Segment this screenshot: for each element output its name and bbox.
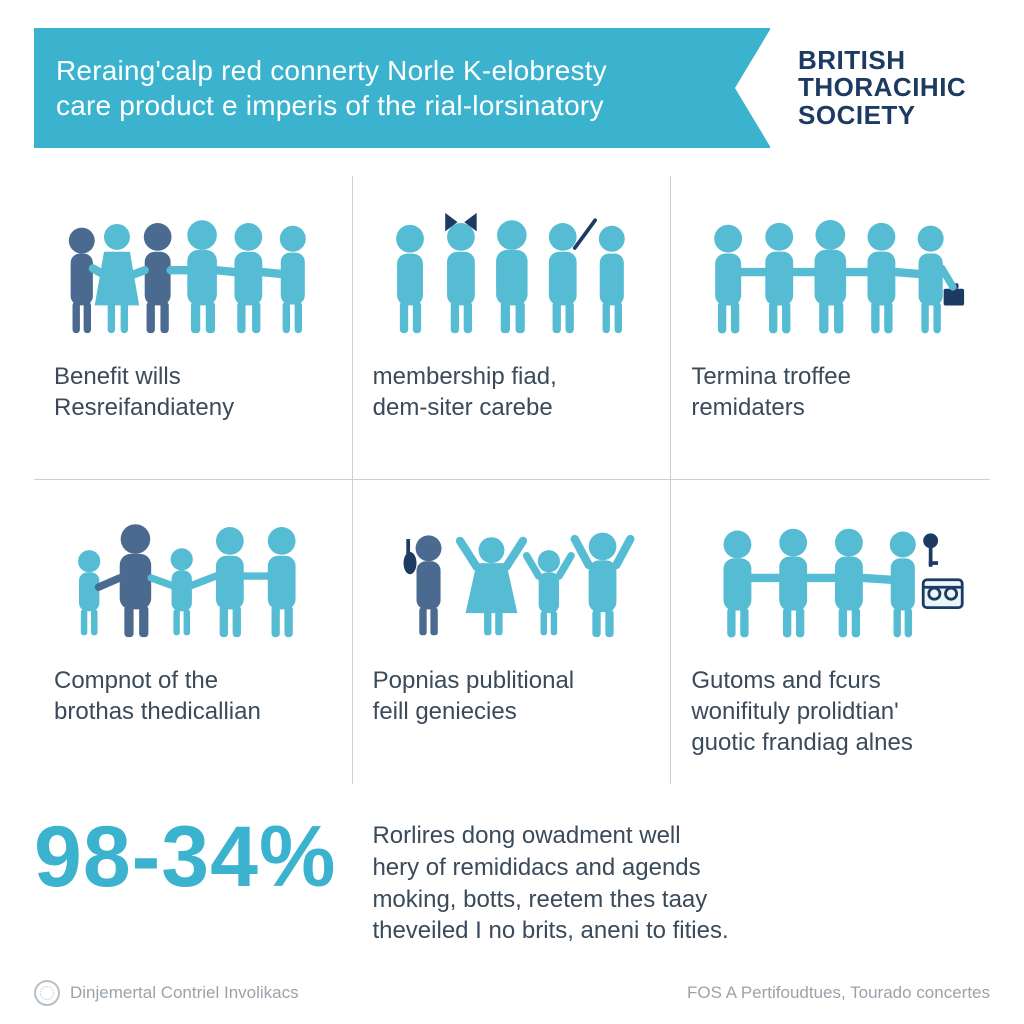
title-line-1: Reraing'calp red connerty Norle K-elobre… [56, 55, 607, 86]
cell-caption: Benefit wills Resreifandiateny [54, 362, 332, 423]
people-group-icon [691, 502, 970, 652]
footer: Dinjemertal Contriel Involikacs FOS A Pe… [34, 968, 990, 1006]
stat-line-3: moking, botts, reetem thes taay [372, 886, 707, 913]
caption-line-1: Compnot of the [54, 667, 218, 694]
cell-caption: Gutoms and fcurs wonifituly prolidtian' … [691, 666, 970, 758]
caption-line-2: Resreifandiateny [54, 394, 234, 421]
caption-line-1: membership fiad, [373, 363, 557, 390]
cell-caption: Termina troffee remidaters [691, 362, 970, 423]
brand-line-1: BRITISH [798, 47, 990, 74]
cell-caption: Compnot of the brothas thedicallian [54, 666, 332, 727]
title-ribbon: Reraing'calp red connerty Norle K-elobre… [34, 28, 770, 148]
cell-caption: Popnias publitional feill geniecies [373, 666, 651, 727]
title-line-2: care product e imperis of the rial-lorsi… [56, 90, 604, 121]
stat-line-2: hery of remididacs and agends [372, 854, 700, 881]
caption-line-1: Benefit wills [54, 363, 181, 390]
page-title: Reraing'calp red connerty Norle K-elobre… [56, 53, 607, 123]
caption-line-2: dem-siter carebe [373, 394, 553, 421]
brand-line-3: SOCIETY [798, 102, 990, 129]
footer-left-text: Dinjemertal Contriel Involikacs [70, 983, 299, 1003]
infographic-grid: Benefit wills Resreifandiateny [34, 176, 990, 784]
grid-cell-5: Popnias publitional feill geniecies [353, 480, 672, 784]
caption-line-2: feill geniecies [373, 698, 517, 725]
cell-caption: membership fiad, dem-siter carebe [373, 362, 651, 423]
caption-line-1: Termina troffee [691, 363, 851, 390]
caption-line-2: remidaters [691, 394, 804, 421]
people-group-icon [54, 198, 332, 348]
stat-line-4: theveiled I no brits, aneni to fities. [372, 917, 728, 944]
people-group-icon [54, 502, 332, 652]
people-group-icon [373, 502, 651, 652]
seal-icon [34, 980, 60, 1006]
stat-description: Rorlires dong owadment well hery of remi… [372, 814, 990, 947]
grid-cell-2: membership fiad, dem-siter carebe [353, 176, 672, 480]
stat-number: 98-34% [34, 814, 336, 900]
grid-cell-3: Termina troffee remidaters [671, 176, 990, 480]
caption-line-1: Gutoms and fcurs [691, 667, 880, 694]
header: Reraing'calp red connerty Norle K-elobre… [34, 28, 990, 148]
brand-block: BRITISH THORACIHIC SOCIETY [770, 28, 990, 148]
footer-right-text: FOS A Pertifoudtues, Tourado concertes [687, 983, 990, 1003]
caption-line-1: Popnias publitional [373, 667, 574, 694]
caption-line-2: brothas thedicallian [54, 698, 261, 725]
people-group-icon [373, 198, 651, 348]
grid-cell-4: Compnot of the brothas thedicallian [34, 480, 353, 784]
people-group-icon [691, 198, 970, 348]
stat-row: 98-34% Rorlires dong owadment well hery … [34, 814, 990, 947]
caption-line-2: wonifituly prolidtian' [691, 698, 898, 725]
grid-cell-1: Benefit wills Resreifandiateny [34, 176, 353, 480]
footer-left: Dinjemertal Contriel Involikacs [34, 980, 299, 1006]
caption-line-3: guotic frandiag alnes [691, 729, 912, 756]
grid-cell-6: Gutoms and fcurs wonifituly prolidtian' … [671, 480, 990, 784]
stat-line-1: Rorlires dong owadment well [372, 822, 680, 849]
brand-line-2: THORACIHIC [798, 74, 990, 101]
